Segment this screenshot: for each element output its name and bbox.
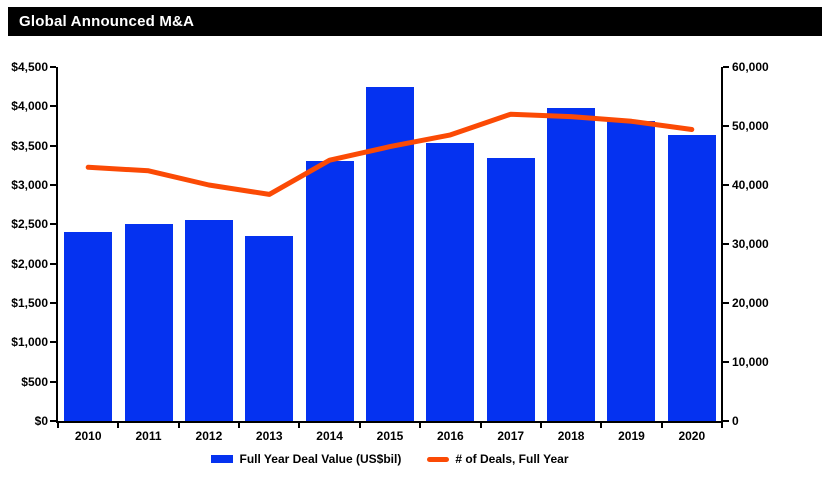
x-axis-tick: [238, 423, 241, 428]
line-swatch-icon: [427, 456, 450, 462]
y-axis-tick-left: [50, 262, 56, 265]
y-axis-label-right: 20,000: [732, 296, 769, 310]
y-axis-label-right: 40,000: [732, 178, 769, 192]
deals-line: [85, 111, 695, 197]
x-axis-tick: [419, 423, 422, 428]
chart-title: Global Announced M&A: [19, 13, 195, 30]
x-axis: [56, 421, 723, 423]
y-axis-label-left: $4,500: [11, 60, 48, 74]
x-axis-label-2020: 2020: [678, 429, 706, 443]
bar-2010: [64, 232, 113, 421]
bar-2014: [305, 161, 354, 421]
y-axis-tick-left: [50, 184, 56, 186]
y-axis-label-left: $1,500: [11, 296, 48, 310]
y-axis-label-left: $2,000: [11, 256, 48, 271]
bar-2019: [607, 121, 656, 421]
y-axis-tick-right: [723, 66, 729, 68]
x-axis-label-2012: 2012: [195, 429, 223, 443]
x-axis-tick: [298, 423, 301, 428]
y-axis-tick-left: [50, 341, 56, 344]
y-axis-tick-left: [50, 380, 56, 383]
y-axis-tick-left: [50, 144, 56, 147]
x-axis-tick: [479, 423, 482, 428]
x-axis-label-2010: 2010: [74, 429, 102, 443]
bar-swatch-icon: [211, 455, 234, 463]
bar-2012: [184, 220, 233, 421]
y-axis-tick-right: [723, 361, 729, 363]
x-axis-label-2019: 2019: [618, 429, 645, 443]
y-axis-tick-right: [723, 420, 729, 422]
legend: Full Year Deal Value (US$bil) # of Deals,…: [58, 451, 722, 467]
x-axis-label-2011: 2011: [135, 429, 162, 443]
bar-2018: [547, 107, 596, 421]
y-axis-label-left: $500: [21, 374, 48, 389]
y-axis-label-left: $3,500: [11, 138, 48, 153]
legend-label: # of Deals, Full Year: [455, 452, 569, 466]
y-axis-tick-left: [50, 420, 56, 422]
y-axis-label-left: $2,500: [11, 217, 48, 232]
y-axis-label-left: $0: [34, 414, 48, 428]
bar-2013: [245, 236, 294, 421]
y-axis-label-right: 0: [732, 414, 739, 428]
y-axis-label-right: 60,000: [732, 60, 769, 74]
x-axis-tick: [57, 423, 59, 428]
y-axis-label-right: 10,000: [732, 355, 769, 369]
y-axis-label-left: $1,000: [11, 335, 48, 350]
deals-line-layer: [85, 111, 695, 197]
x-axis-tick: [539, 423, 542, 428]
y-axis-tick-left: [50, 302, 56, 304]
x-axis-label-2015: 2015: [376, 429, 404, 443]
y-axis-label-left: $4,000: [11, 99, 48, 114]
x-axis-label-2016: 2016: [437, 429, 464, 443]
legend-item-line: # of Deals, Full Year: [427, 452, 569, 466]
legend-label: Full Year Deal Value (US$bil): [239, 452, 402, 466]
bar-2020: [667, 134, 716, 421]
y-axis-tick-right: [723, 125, 729, 127]
y-axis-label-left: $3,000: [11, 178, 48, 192]
y-axis-right: [721, 67, 723, 423]
bar-2011: [124, 224, 173, 421]
bar-2016: [426, 143, 475, 421]
y-axis-tick-left: [50, 223, 56, 226]
y-axis-tick-left: [50, 66, 56, 68]
y-axis-label-right: 50,000: [732, 119, 769, 133]
x-axis-label-2018: 2018: [557, 429, 585, 443]
y-axis-tick-left: [50, 105, 56, 108]
y-axis-left: [56, 67, 58, 423]
x-axis-tick: [660, 423, 663, 428]
y-axis-tick-right: [723, 184, 729, 186]
y-axis-label-right: 30,000: [732, 237, 769, 251]
chart-title-bar: Global Announced M&A: [8, 7, 822, 36]
x-axis-tick: [600, 423, 603, 428]
y-axis-tick-right: [723, 243, 729, 245]
y-axis-tick-right: [723, 302, 729, 304]
x-axis-label-2014: 2014: [316, 429, 343, 443]
bar-2017: [486, 158, 535, 421]
legend-item-bar: Full Year Deal Value (US$bil): [211, 452, 401, 466]
x-axis-tick: [721, 423, 723, 428]
x-axis-tick: [117, 423, 120, 428]
x-axis-label-2017: 2017: [497, 429, 525, 443]
x-axis-tick: [358, 423, 361, 428]
x-axis-label-2013: 2013: [255, 429, 283, 443]
x-axis-tick: [177, 423, 180, 428]
